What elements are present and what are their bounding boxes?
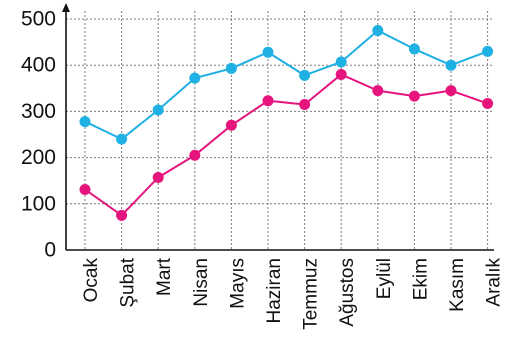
data-point	[372, 85, 384, 97]
series-1	[79, 25, 494, 145]
data-point	[372, 25, 384, 37]
data-point	[262, 46, 274, 58]
series-line	[84, 29, 489, 141]
data-point	[116, 209, 128, 221]
data-point	[335, 68, 347, 80]
x-tick-labels: Ocak Şubat Mart Nisan Mayıs Haziran Temmuz Ağus…	[81, 257, 505, 330]
x-tick-label: Ocak	[81, 258, 102, 303]
y-tick-label: 400	[21, 54, 56, 77]
y-tick-label: 100	[21, 192, 56, 215]
data-point	[482, 45, 494, 57]
data-point	[189, 72, 201, 84]
data-point	[445, 85, 457, 97]
x-tick-label: Nisan	[191, 258, 212, 307]
data-point	[445, 59, 457, 71]
x-tick-label: Aralık	[484, 258, 505, 307]
data-point	[408, 43, 420, 55]
data-point	[225, 119, 237, 131]
y-tick-label: 300	[21, 100, 56, 123]
series-2	[79, 68, 494, 221]
x-tick-label: Ağustos	[337, 258, 358, 327]
data-point	[482, 98, 494, 110]
x-tick-label: Kasım	[447, 258, 468, 312]
x-tick-label: Temmuz	[301, 258, 322, 330]
data-point	[189, 149, 201, 161]
x-tick-label: Mayıs	[227, 258, 248, 309]
data-point	[225, 62, 237, 74]
x-tick-label: Haziran	[264, 258, 285, 323]
data-point	[408, 90, 420, 102]
data-point	[299, 69, 311, 81]
y-axis-arrow	[62, 3, 70, 12]
data-point	[116, 133, 128, 145]
data-point	[152, 104, 164, 116]
grid	[66, 11, 492, 250]
y-tick-label: 500	[21, 8, 56, 31]
data-point	[79, 183, 91, 195]
x-tick-label: Mart	[154, 257, 175, 296]
series-line	[84, 73, 489, 217]
x-tick-label: Eylül	[374, 258, 395, 299]
data-point	[299, 98, 311, 110]
x-tick-label: Ekim	[410, 258, 431, 300]
data-point	[152, 171, 164, 183]
axes	[62, 3, 494, 251]
y-tick-label: 200	[21, 146, 56, 169]
y-tick-label: 0	[44, 239, 56, 262]
data-point	[335, 56, 347, 68]
x-tick-label: Şubat	[118, 257, 139, 307]
data-point	[79, 116, 91, 128]
data-point	[262, 95, 274, 107]
y-tick-labels: 0 100 200 300 400 500	[21, 8, 56, 262]
